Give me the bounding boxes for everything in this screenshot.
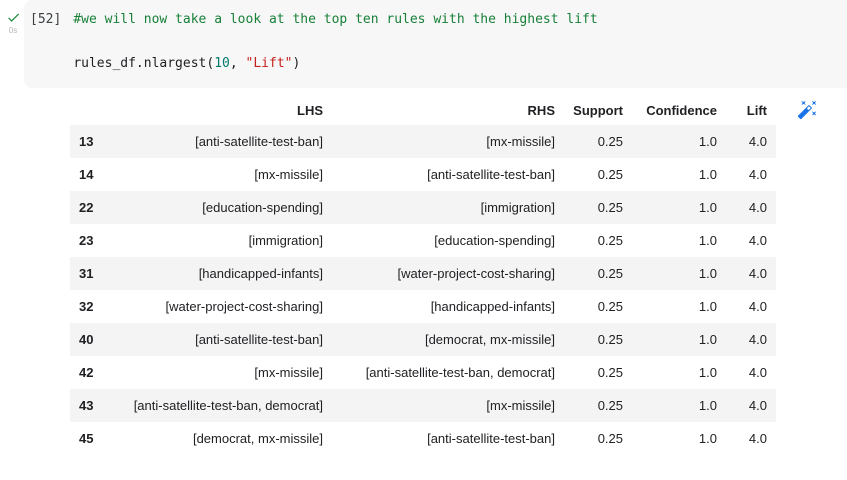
cell-confidence: 1.0 <box>698 365 717 380</box>
suggest-charts-button[interactable] <box>794 98 820 124</box>
cell-confidence: 1.0 <box>698 134 717 149</box>
cell-lift: 4.0 <box>748 200 767 215</box>
table-row: 31 [handicapped-infants] [water-project-co… <box>70 257 776 290</box>
dataframe-table: LHS RHS Support Confidence Lift 13 [anti-… <box>70 96 776 455</box>
cell-support: 0.25 <box>597 200 623 215</box>
cell-rhs: [anti-satellite-test-ban] <box>427 431 555 446</box>
row-index: 32 <box>79 299 94 314</box>
column-header-lift: Lift <box>746 103 767 118</box>
index-column-header <box>70 96 106 125</box>
cell-lift: 4.0 <box>748 398 767 413</box>
cell-lift: 4.0 <box>748 332 767 347</box>
table-row: 45 [democrat, mx-missile] [anti-satellite-… <box>70 422 776 455</box>
cell-lhs: [handicapped-infants] <box>198 266 323 281</box>
cell-lhs: [mx-missile] <box>254 365 323 380</box>
code-comment: #we will now take a look at the top ten … <box>73 12 598 27</box>
row-index: 13 <box>79 134 94 149</box>
cell-confidence: 1.0 <box>698 398 717 413</box>
cell-support: 0.25 <box>597 299 623 314</box>
cell-lhs: [democrat, mx-missile] <box>192 431 323 446</box>
cell-lift: 4.0 <box>748 134 767 149</box>
notebook-cell: 0s [52] #we will now take a look at the … <box>2 0 847 455</box>
cell-support: 0.25 <box>597 134 623 149</box>
cell-rhs: [mx-missile] <box>486 398 555 413</box>
code-number-literal: 10 <box>214 56 230 71</box>
cell-rhs: [anti-satellite-test-ban] <box>427 167 555 182</box>
column-header-rhs: RHS <box>527 103 555 118</box>
cell-lift: 4.0 <box>748 233 767 248</box>
cell-rhs: [water-project-cost-sharing] <box>397 266 556 281</box>
column-header-lhs: LHS <box>297 103 323 118</box>
code-separator: , <box>229 56 246 71</box>
cell-lift: 4.0 <box>748 365 767 380</box>
cell-lhs: [education-spending] <box>202 200 323 215</box>
cell-rhs: [mx-missile] <box>486 134 555 149</box>
row-index: 22 <box>79 200 94 215</box>
table-row: 42 [mx-missile] [anti-satellite-test-ban, … <box>70 356 776 389</box>
check-icon[interactable] <box>6 10 21 25</box>
code-string-literal: "Lift" <box>245 56 293 71</box>
cell-confidence: 1.0 <box>698 431 717 446</box>
table-row: 14 [mx-missile] [anti-satellite-test-ban] 0… <box>70 158 776 191</box>
table-row: 22 [education-spending] [immigration] 0.25 1… <box>70 191 776 224</box>
cell-confidence: 1.0 <box>698 332 717 347</box>
row-index: 45 <box>79 431 94 446</box>
cell-lift: 4.0 <box>748 431 767 446</box>
cell-rhs: [democrat, mx-missile] <box>424 332 555 347</box>
table-row: 32 [water-project-cost-sharing] [handicapp… <box>70 290 776 323</box>
cell-lift: 4.0 <box>748 167 767 182</box>
cell-lhs: [anti-satellite-test-ban, democrat] <box>133 398 323 413</box>
table-row: 23 [immigration] [education-spending] 0.25 1… <box>70 224 776 257</box>
cell-output: LHS RHS Support Confidence Lift 13 [anti-… <box>24 88 847 455</box>
execution-duration: 0s <box>8 26 18 35</box>
code-text[interactable]: #we will now take a look at the top ten … <box>73 9 597 75</box>
cell-lhs: [mx-missile] <box>254 167 323 182</box>
cell-gutter: 0s <box>2 10 24 35</box>
cell-rhs: [education-spending] <box>434 233 555 248</box>
cell-support: 0.25 <box>597 233 623 248</box>
code-close-paren: ) <box>292 56 301 71</box>
cell-confidence: 1.0 <box>698 233 717 248</box>
row-index: 14 <box>79 167 94 182</box>
row-index: 43 <box>79 398 94 413</box>
cell-support: 0.25 <box>597 365 623 380</box>
column-header-confidence: Confidence <box>646 103 717 118</box>
cell-confidence: 1.0 <box>698 200 717 215</box>
row-index: 23 <box>79 233 94 248</box>
cell-support: 0.25 <box>597 398 623 413</box>
table-row: 43 [anti-satellite-test-ban, democrat] [mx… <box>70 389 776 422</box>
cell-rhs: [immigration] <box>480 200 555 215</box>
cell-confidence: 1.0 <box>698 266 717 281</box>
cell-lhs: [water-project-cost-sharing] <box>165 299 324 314</box>
column-header-support: Support <box>573 103 623 118</box>
cell-support: 0.25 <box>597 332 623 347</box>
magic-wand-icon <box>797 99 818 123</box>
cell-lhs: [anti-satellite-test-ban] <box>195 332 323 347</box>
cell-lift: 4.0 <box>748 266 767 281</box>
cell-lift: 4.0 <box>748 299 767 314</box>
row-index: 42 <box>79 365 94 380</box>
cell-confidence: 1.0 <box>698 299 717 314</box>
row-index: 31 <box>79 266 94 281</box>
table-row: 40 [anti-satellite-test-ban] [democrat, mx… <box>70 323 776 356</box>
execution-count: [52] <box>30 12 62 27</box>
cell-support: 0.25 <box>597 167 623 182</box>
code-editor[interactable]: [52] #we will now take a look at the top… <box>24 0 847 88</box>
cell-rhs: [handicapped-infants] <box>430 299 555 314</box>
cell-lhs: [anti-satellite-test-ban] <box>195 134 323 149</box>
table-body: 13 [anti-satellite-test-ban] [mx-missile] 0… <box>70 125 776 455</box>
cell-rhs: [anti-satellite-test-ban, democrat] <box>365 365 555 380</box>
cell-support: 0.25 <box>597 266 623 281</box>
cell-support: 0.25 <box>597 431 623 446</box>
table-row: 13 [anti-satellite-test-ban] [mx-missile] 0… <box>70 125 776 158</box>
table-header-row: LHS RHS Support Confidence Lift <box>70 96 776 125</box>
cell-confidence: 1.0 <box>698 167 717 182</box>
code-call: rules_df.nlargest( <box>73 56 215 71</box>
cell-lhs: [immigration] <box>248 233 323 248</box>
row-index: 40 <box>79 332 94 347</box>
